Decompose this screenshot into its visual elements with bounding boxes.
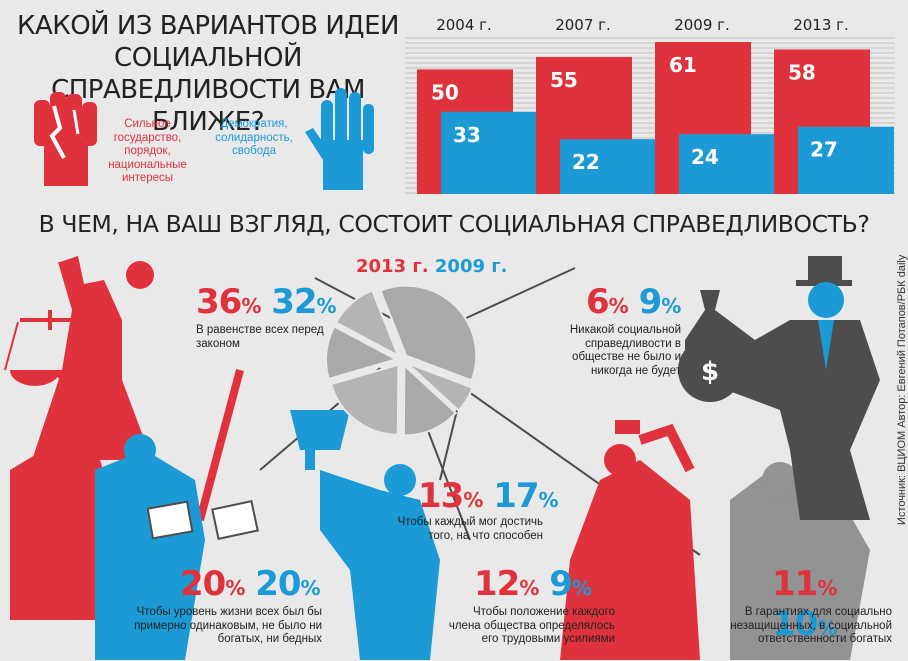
bar-blue-2 xyxy=(679,134,775,194)
desc-law-equality: В равенстве всех перед законом xyxy=(196,324,324,350)
stat-no-justice: 6% 9% xyxy=(586,282,681,322)
stat-labor: 12% 9% xyxy=(474,564,592,604)
source-credit: Источник: ВЦИОМ Автор: Евгений Потапов/Р… xyxy=(896,254,908,525)
pie-slice-0 xyxy=(379,284,478,382)
year-label-2013: 2013 г. xyxy=(793,16,849,34)
legend-blue: Демократия, солидарность, свобода xyxy=(215,118,293,157)
desc-equal-living: Чтобы уровень жизни всех был бы примерно… xyxy=(134,606,322,645)
desc-guarantees: В гарантиях для социально незащищенных, … xyxy=(730,606,892,645)
bar-blue-label-0: 33 xyxy=(453,123,481,147)
bar-blue-label-1: 22 xyxy=(572,150,600,174)
pie-slice-2 xyxy=(402,363,458,437)
money-bag-icon: $ xyxy=(678,290,755,402)
desc-achieve: Чтобы каждый мог достичь того, на что сп… xyxy=(397,516,543,542)
year-label-2009: 2009 г. xyxy=(674,16,730,34)
desc-no-justice: Никакой социальной справедливости в обще… xyxy=(569,324,681,377)
pie-legend-2009: 2009 г. xyxy=(434,256,508,277)
bar-red-label-3: 58 xyxy=(788,60,816,84)
page-title: КАКОЙ ИЗ ВАРИАНТОВ ИДЕИ СОЦИАЛЬНОЙ СПРАВ… xyxy=(17,11,399,137)
pie-slice-1 xyxy=(406,362,474,413)
bar-chart: 50 33 55 22 61 24 58 27 xyxy=(405,37,895,195)
pie-chart xyxy=(325,284,478,437)
year-label-2004: 2004 г. xyxy=(436,16,492,34)
year-label-2007: 2007 г. xyxy=(555,16,611,34)
justice-statue-icon xyxy=(4,256,244,522)
bar-blue-label-2: 24 xyxy=(691,145,719,169)
bar-red-label-2: 61 xyxy=(669,53,697,77)
pie-slice-3 xyxy=(329,363,400,436)
stat-equal-living: 20% 20% xyxy=(180,564,321,604)
open-hand-icon xyxy=(305,88,374,190)
stat-guarantees: 11% 10% xyxy=(772,564,837,644)
bar-blue-3 xyxy=(798,126,894,194)
fist-icon xyxy=(34,92,97,186)
stat-achieve: 13% 17% xyxy=(418,476,559,516)
pie-slice-5 xyxy=(334,289,400,358)
legend-red: Сильное государство, порядок, национальн… xyxy=(108,118,187,184)
pie-slice-4 xyxy=(325,325,399,381)
bar-red-label-0: 50 xyxy=(431,80,459,104)
pie-legend-2013: 2013 г. xyxy=(356,256,429,277)
hammer-icon xyxy=(560,420,700,660)
stat-law-equality: 36% 32% xyxy=(196,282,337,322)
svg-text:$: $ xyxy=(701,357,719,387)
bar-blue-label-3: 27 xyxy=(810,138,838,162)
two-men-figure xyxy=(10,434,259,660)
desc-labor: Чтобы положение каждого члена общества о… xyxy=(448,606,615,645)
trophy-icon xyxy=(290,410,440,660)
bar-blue-0 xyxy=(441,111,537,194)
bar-red-label-1: 55 xyxy=(550,68,578,92)
bar-blue-1 xyxy=(560,139,656,194)
question-heading: В ЧЕМ, НА ВАШ ВЗГЛЯД, СОСТОИТ СОЦИАЛЬНАЯ… xyxy=(38,210,870,238)
pie-legend: 2013 г. 2009 г. xyxy=(356,256,508,277)
